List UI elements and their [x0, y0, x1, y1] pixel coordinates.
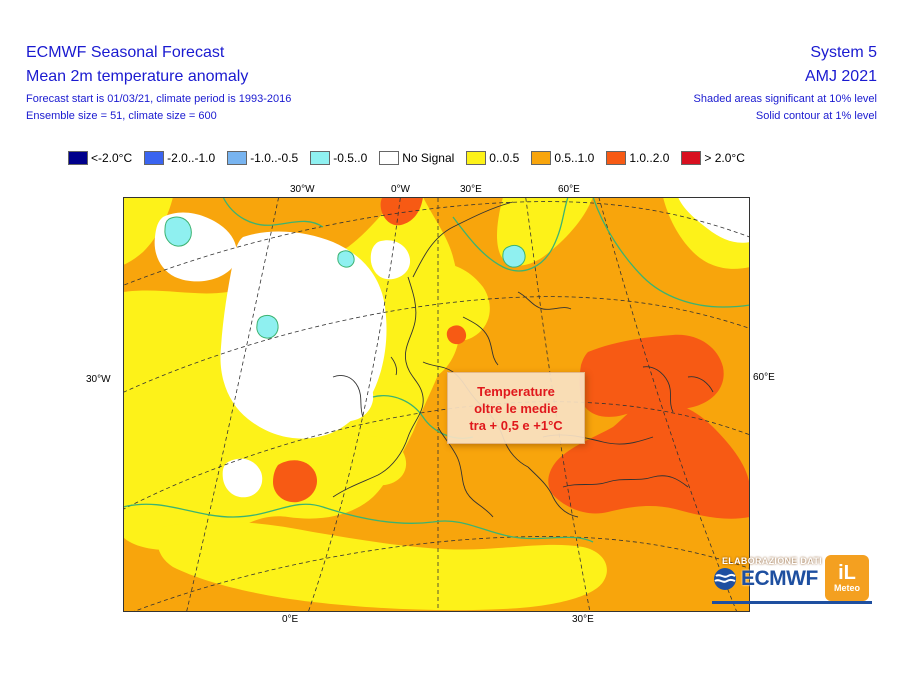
- ecmwf-logo-icon: [714, 568, 736, 590]
- no-signal-area: [678, 197, 750, 243]
- legend-label: -2.0..-1.0: [167, 151, 216, 165]
- no-signal-area: [222, 458, 263, 498]
- ecmwf-logo: ECMWF: [712, 567, 818, 591]
- legend-label: No Signal: [402, 151, 455, 165]
- very-warm-area: [380, 197, 423, 226]
- ilmeteo-wordmark: Meteo: [833, 583, 860, 593]
- no-signal-area: [320, 370, 374, 422]
- bottom-axis-label: 30°E: [572, 614, 594, 625]
- significance-shaded: Shaded areas significant at 10% level: [693, 93, 877, 105]
- legend-label: -0.5..0: [333, 151, 368, 165]
- right-axis-label: 60°E: [753, 372, 775, 383]
- legend-label: 0.5..1.0: [554, 151, 595, 165]
- legend-label: -1.0..-0.5: [250, 151, 299, 165]
- bottom-axis-label: 0°E: [282, 614, 299, 625]
- top-axis-label: 60°E: [558, 184, 580, 195]
- legend-swatch: [531, 151, 552, 165]
- callout-line: tra + 0,5 e +1°C: [469, 417, 563, 433]
- elaborazione-label: ELABORAZIONE DATI: [722, 556, 822, 566]
- legend-label: > 2.0°C: [704, 151, 745, 165]
- legend-item: > 2.0°C: [681, 151, 745, 165]
- very-warm-area: [273, 460, 318, 503]
- subtitle: Mean 2m temperature anomaly: [26, 68, 249, 85]
- callout-line: Temperature: [477, 383, 555, 399]
- legend-swatch: [68, 151, 88, 165]
- legend-swatch: [606, 151, 627, 165]
- legend-label: <-2.0°C: [91, 151, 133, 165]
- temperature-callout: Temperature oltre le medie tra + 0,5 e +…: [447, 372, 585, 444]
- system-label: System 5: [810, 44, 877, 61]
- legend-item: <-2.0°C: [68, 151, 132, 165]
- anomaly-map: [123, 197, 750, 612]
- left-axis-label: 30°W: [86, 374, 111, 385]
- legend-item: 0..0.5: [466, 151, 519, 165]
- slight-cold-area: [164, 216, 192, 247]
- ensemble-info: Ensemble size = 51, climate size = 600: [26, 110, 217, 122]
- no-signal-area: [370, 240, 411, 280]
- legend-swatch: [310, 151, 331, 165]
- very-warm-area: [579, 334, 724, 417]
- forecast-info: Forecast start is 01/03/21, climate peri…: [26, 93, 292, 105]
- callout-line: oltre le medie: [474, 400, 558, 416]
- legend-label: 1.0..2.0: [629, 151, 670, 165]
- legend-item: -0.5..0: [310, 151, 367, 165]
- legend-swatch: [379, 151, 400, 165]
- slight-warm-area: [348, 436, 407, 486]
- legend-item: 1.0..2.0: [606, 151, 669, 165]
- slight-cold-area: [256, 314, 279, 339]
- legend: <-2.0°C -2.0..-1.0 -1.0..-0.5 -0.5..0 No Sig…: [68, 148, 757, 168]
- brand-divider: [712, 601, 872, 604]
- legend-swatch: [466, 151, 487, 165]
- very-warm-area: [548, 400, 750, 519]
- legend-swatch: [144, 151, 165, 165]
- legend-item: -2.0..-1.0: [144, 151, 215, 165]
- significance-contour-line: [123, 197, 750, 543]
- top-axis-label: 0°W: [391, 184, 410, 195]
- title: ECMWF Seasonal Forecast: [26, 44, 225, 61]
- top-axis-label: 30°W: [290, 184, 315, 195]
- legend-item: No Signal: [379, 151, 454, 165]
- ilmeteo-logo: iL Meteo: [825, 555, 869, 601]
- very-warm-area: [446, 325, 467, 345]
- slight-warm-area: [123, 197, 173, 265]
- legend-label: 0..0.5: [489, 151, 520, 165]
- legend-item: -1.0..-0.5: [227, 151, 298, 165]
- top-axis-label: 30°E: [460, 184, 482, 195]
- slight-cold-area: [502, 244, 526, 268]
- legend-item: 0.5..1.0: [531, 151, 594, 165]
- slight-warm-area: [157, 521, 607, 611]
- significance-contour: Solid contour at 1% level: [755, 110, 877, 122]
- ilmeteo-mark: iL: [838, 562, 856, 584]
- ecmwf-wordmark: ECMWF: [741, 567, 818, 590]
- legend-swatch: [681, 151, 702, 165]
- map-frame: [123, 197, 750, 612]
- legend-swatch: [227, 151, 248, 165]
- slight-cold-area: [337, 250, 355, 268]
- period-label: AMJ 2021: [804, 68, 877, 85]
